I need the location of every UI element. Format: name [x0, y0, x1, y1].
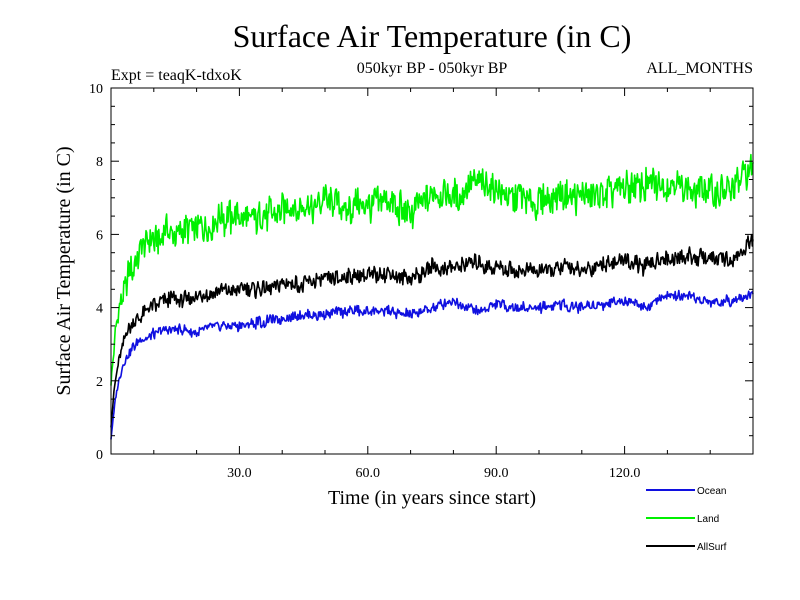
legend-label-ocean: Ocean: [697, 486, 726, 497]
y-tick-label: 4: [96, 302, 103, 317]
y-tick-label: 8: [96, 155, 103, 170]
series-line-allsurf: [110, 233, 754, 428]
legend-label-land: Land: [697, 514, 719, 525]
x-tick-label: 120.0: [609, 466, 641, 481]
chart-title: Surface Air Temperature (in C): [233, 18, 632, 54]
x-tick-label: 30.0: [227, 466, 252, 481]
y-tick-label: 0: [96, 448, 103, 463]
series-layer: [110, 153, 754, 440]
y-tick-label: 10: [89, 82, 103, 97]
left-note: Expt = teaqK-tdxoK: [111, 67, 242, 84]
x-axis-label: Time (in years since start): [328, 487, 536, 509]
series-line-ocean: [110, 289, 754, 440]
x-tick-label: 60.0: [356, 466, 381, 481]
right-note: ALL_MONTHS: [646, 60, 753, 77]
legend: Ocean Land AllSurf: [646, 486, 727, 553]
legend-label-allsurf: AllSurf: [697, 542, 727, 553]
y-axis-label: Surface Air Temperature (in C): [53, 146, 75, 395]
series-line-land: [110, 153, 754, 386]
tick-layer: 30.0 60.0 90.0 120.0 0 2 4 6 8 10: [89, 82, 753, 481]
chart-subtitle: 050kyr BP - 050kyr BP: [357, 60, 508, 77]
y-tick-label: 6: [96, 228, 103, 243]
x-tick-label: 90.0: [484, 466, 509, 481]
y-tick-label: 2: [96, 375, 103, 390]
